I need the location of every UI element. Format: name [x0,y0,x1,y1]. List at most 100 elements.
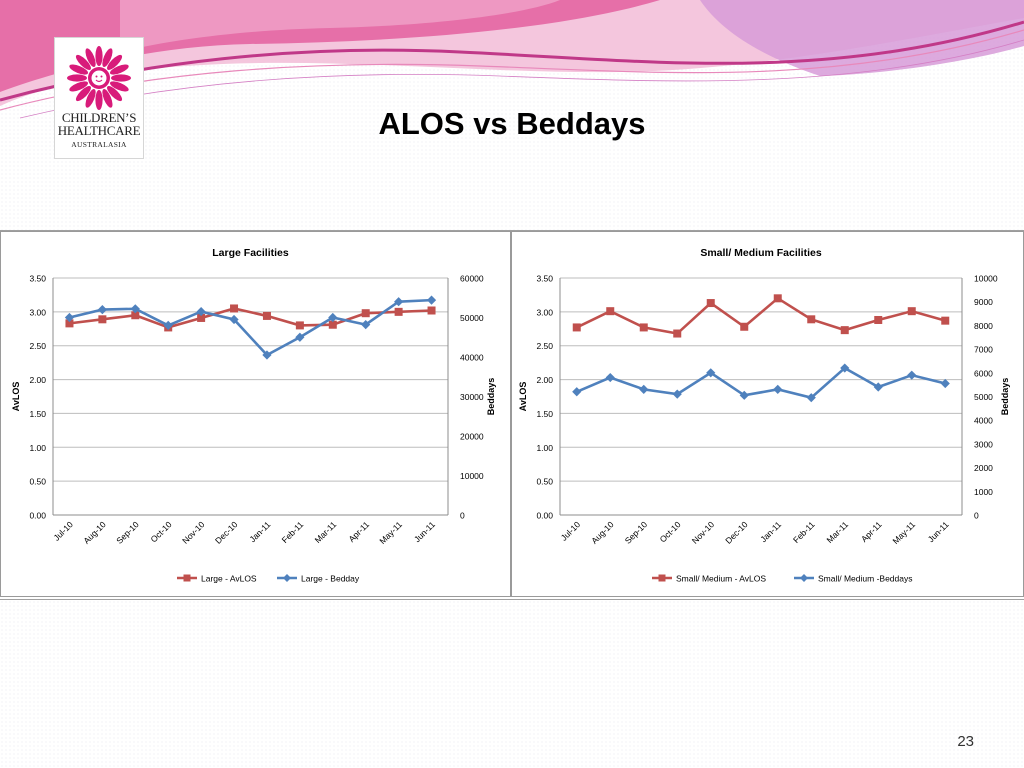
y2-tick-label: 9000 [974,297,993,307]
y2-tick-label: 50000 [460,313,484,323]
chart-title: Small/ Medium Facilities [700,247,822,259]
slide-title: ALOS vs Beddays [378,106,646,141]
y2-tick-label: 30000 [460,392,484,402]
logo-petal [75,86,91,102]
x-tick-label: Apr-11 [859,519,884,544]
y2-tick-label: 40000 [460,353,484,363]
x-tick-label: May-11 [377,519,404,546]
x-tick-label: Sep-10 [623,519,650,546]
y2-tick-label: 4000 [974,416,993,426]
series-line [576,296,946,335]
legend-marker-diamond [283,574,291,582]
data-point-square [874,315,883,324]
logo-petal [69,81,89,92]
series-line [69,307,432,329]
x-tick-label: Oct-10 [149,519,174,544]
data-point-square [606,307,615,316]
legend-label: Small/ Medium - AvLOS [676,574,766,584]
data-point-square [361,309,370,318]
data-point-square [807,315,816,324]
data-point-square [941,316,950,325]
logo-petal [85,48,96,68]
y2-tick-label: 5000 [974,392,993,402]
data-point-diamond [639,384,649,394]
y-tick-label: 0.00 [536,511,553,521]
data-point-diamond [426,295,437,305]
page-number: 23 [957,733,974,750]
y-tick-label: 1.00 [536,443,553,453]
legend-label: Small/ Medium -Beddays [818,574,912,584]
x-tick-label: May-11 [890,519,917,546]
logo-petal [67,74,87,82]
y2-tick-label: 3000 [974,439,993,449]
logo-petal [107,54,123,70]
x-tick-label: Feb-11 [280,519,306,545]
chart-small-medium-facilities-svg: Small/ Medium Facilities 0.00 0.50 1.00 1.50… [518,247,1010,584]
y2-tick-label: 2000 [974,463,993,473]
data-point-square [673,329,682,338]
y-tick-label: 3.00 [29,307,46,317]
data-point-diamond [97,305,107,315]
data-point-diamond [739,390,749,400]
x-tick-label: Nov-10 [180,519,207,546]
data-point-square [907,307,916,316]
data-point-diamond [806,393,816,403]
data-point-diamond [64,312,75,323]
y-tick-label: 3.50 [29,274,46,284]
data-point-square [98,315,107,324]
logo-petal [109,81,129,92]
logo-text-line1: CHILDREN’S [61,110,137,125]
logo-petal [102,88,113,108]
y-tick-label: 1.00 [29,443,46,453]
data-point-square [572,323,581,332]
data-point-square [262,311,271,320]
legend-marker-diamond [800,574,808,582]
header-swoosh-decoration [0,0,1024,119]
x-tick-label: Nov-10 [690,519,717,546]
y-tick-label: 2.00 [29,375,46,385]
y-tick-label: 1.50 [536,409,553,419]
legend-marker-square [658,574,666,582]
data-point-diamond [840,363,850,373]
y2-tick-label: 8000 [974,321,993,331]
series-line [576,366,946,400]
logo-petal [85,88,96,108]
y2-tick-label: 1000 [974,487,993,497]
x-tick-label: Feb-11 [791,519,817,545]
data-point-square [65,319,74,328]
y2-tick-label: 10000 [460,471,484,481]
y2-axis-title: Beddays [486,378,496,416]
legend-marker-square [183,574,191,582]
data-point-square [295,321,304,330]
y-axis-title: AvLOS [11,382,21,412]
logo-petal [109,64,129,75]
x-tick-label: Mar-11 [824,519,850,545]
series-line [69,298,432,357]
chart-large-facilities: Large Facilities 0.00 0.50 1.00 1.50 2.00 2.50… [0,231,511,597]
x-tick-label: Aug-10 [81,519,108,546]
logo-petal [107,86,123,102]
data-point-square [328,320,337,329]
x-tick-label: Jun-11 [412,519,437,544]
y2-tick-label: 20000 [460,432,484,442]
logo-petal [111,74,131,82]
data-point-diamond [907,370,917,380]
data-point-square [197,313,206,322]
y2-tick-label: 0 [460,511,465,521]
y-axis-title: AvLOS [518,382,528,412]
logo-petal [102,48,113,68]
data-point-diamond [130,304,140,314]
flower-icon [67,46,131,110]
x-tick-label: Sep-10 [114,519,141,546]
x-tick-label: Jul-10 [559,519,583,543]
y-tick-label: 2.50 [536,341,553,351]
y-tick-label: 0.00 [29,511,46,521]
data-point-diamond [940,378,950,389]
x-tick-label: Jun-11 [926,519,951,544]
x-tick-label: Dec-10 [213,519,240,546]
y-tick-label: 1.50 [29,409,46,419]
y2-tick-label: 6000 [974,368,993,378]
x-tick-label: Oct-10 [658,519,683,544]
logo-petal [95,46,103,66]
data-point-square [394,307,403,316]
